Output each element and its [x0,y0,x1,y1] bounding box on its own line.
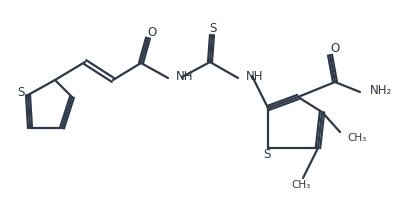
Text: NH: NH [176,71,193,84]
Text: NH: NH [246,70,263,82]
Text: CH₃: CH₃ [347,133,366,143]
Text: S: S [263,148,271,162]
Text: NH₂: NH₂ [370,84,392,98]
Text: O: O [330,43,339,55]
Text: S: S [17,86,25,99]
Text: S: S [209,22,217,36]
Text: CH₃: CH₃ [291,180,310,190]
Text: O: O [147,26,157,40]
